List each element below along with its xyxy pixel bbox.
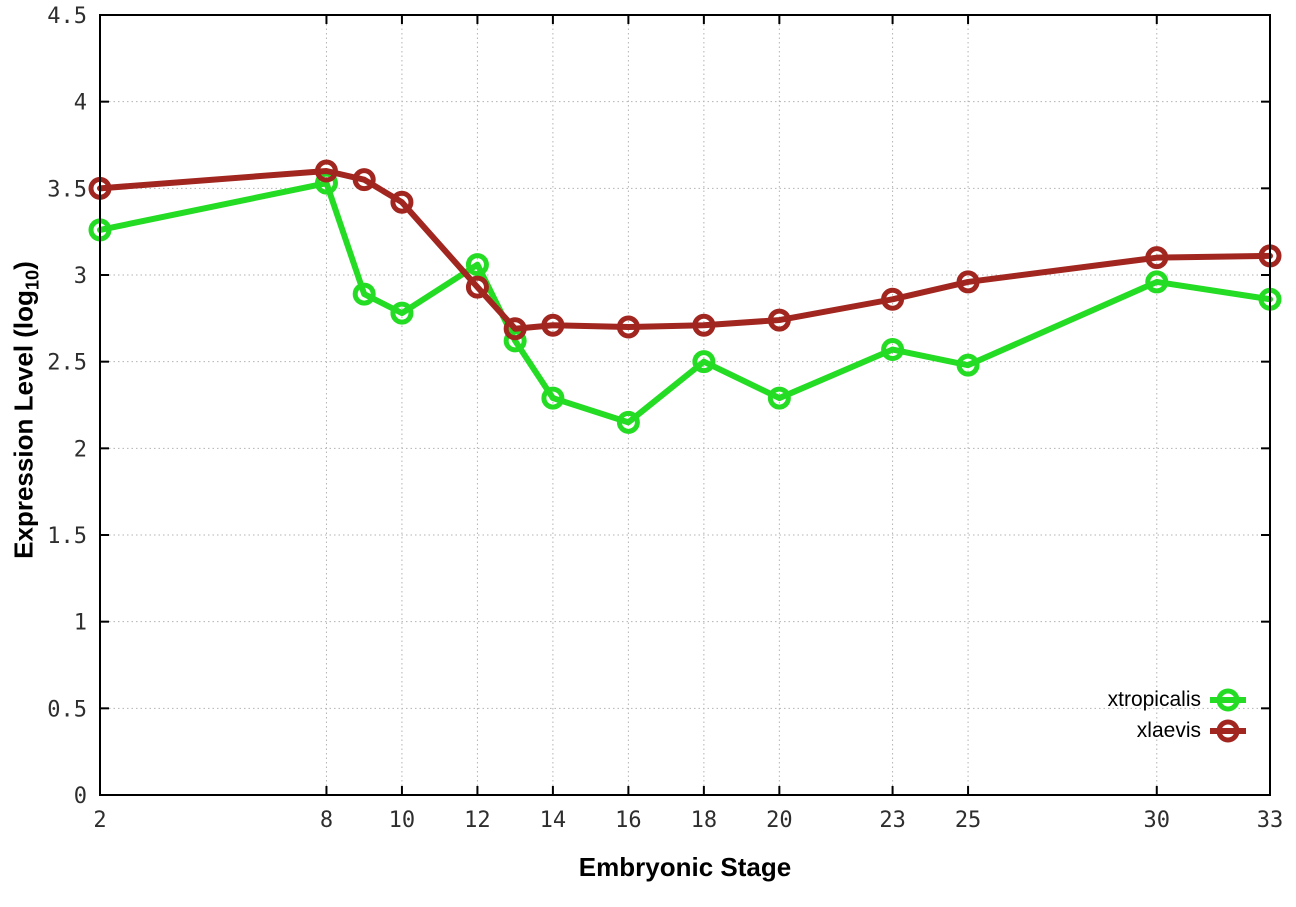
gridlines <box>99 14 1271 796</box>
open-circle-marker-icon <box>1216 719 1240 742</box>
x-tick-label: 12 <box>464 808 491 833</box>
x-tick-label: 16 <box>615 808 642 833</box>
x-tick-label: 10 <box>389 808 416 833</box>
x-tick-label: 23 <box>879 808 906 833</box>
y-tick-label: 1.5 <box>47 524 87 549</box>
y-tick-label: 3 <box>74 264 87 289</box>
data-point-marker <box>692 313 716 337</box>
data-point-marker <box>541 313 565 337</box>
y-tick-label: 4 <box>74 91 87 116</box>
data-point-marker <box>352 168 376 192</box>
series-line-xtropicalis <box>97 180 1273 426</box>
y-tick-label: 2 <box>74 437 87 462</box>
x-tick-label: 14 <box>540 808 567 833</box>
data-point-marker <box>616 315 640 339</box>
x-tick-label: 8 <box>320 808 333 833</box>
open-circle-marker-icon <box>1216 688 1240 711</box>
data-point-marker <box>1145 246 1169 270</box>
data-point-marker <box>352 282 376 306</box>
y-axis-title-close: ) <box>8 261 39 270</box>
legend-item-xlaevis: xlaevis <box>1137 715 1246 746</box>
data-point-marker <box>616 410 640 434</box>
x-tick-label: 2 <box>93 808 106 833</box>
x-tick-label: 25 <box>955 808 982 833</box>
x-tick-label: 20 <box>766 808 793 833</box>
legend: xtropicalis xlaevis <box>1108 684 1246 746</box>
y-tick-label: 4.5 <box>47 4 87 29</box>
x-tick-label: 18 <box>691 808 718 833</box>
legend-marker-xlaevis <box>1210 719 1246 743</box>
data-point-marker <box>767 386 791 410</box>
plot-border <box>99 14 1271 796</box>
y-tick-label: 1 <box>74 611 87 636</box>
data-point-marker <box>314 171 338 195</box>
legend-marker-xtropicalis <box>1210 688 1246 712</box>
data-point-marker <box>881 287 905 311</box>
data-point-marker <box>465 253 489 277</box>
data-point-marker <box>956 353 980 377</box>
y-tick-label: 2.5 <box>47 351 87 376</box>
x-axis-title: Embryonic Stage <box>578 852 792 882</box>
axis-ticks <box>99 14 1271 796</box>
data-point-marker <box>314 159 338 183</box>
x-tick-label: 30 <box>1144 808 1171 833</box>
data-point-marker <box>465 275 489 299</box>
data-point-marker <box>881 338 905 362</box>
data-point-marker <box>503 317 527 341</box>
data-point-marker <box>541 386 565 410</box>
tick-labels: 2 8 10 12 14 16 18 20 23 25 30 33 0 0.5 1 1.5 2 2.5 3 3.5 4 4… <box>47 4 1283 833</box>
y-tick-label: 0 <box>74 784 87 809</box>
legend-label-xtropicalis: xtropicalis <box>1107 688 1201 711</box>
data-point-marker <box>1145 270 1169 294</box>
y-axis-title: Expression Level (log10) <box>8 261 43 559</box>
y-axis-title-text: Expression Level (log <box>8 290 39 559</box>
data-point-marker <box>767 308 791 332</box>
x-tick-label: 33 <box>1257 808 1284 833</box>
legend-label-xlaevis: xlaevis <box>1136 719 1201 742</box>
data-point-marker <box>692 350 716 374</box>
legend-item-xtropicalis: xtropicalis <box>1108 684 1246 715</box>
data-point-marker <box>390 190 414 214</box>
y-tick-label: 0.5 <box>47 697 87 722</box>
y-tick-label: 3.5 <box>47 177 87 202</box>
series-xtropicalis <box>88 171 1282 434</box>
data-point-marker <box>503 329 527 353</box>
series-xlaevis <box>88 159 1282 341</box>
data-point-marker <box>956 270 980 294</box>
data-point-marker <box>390 301 414 325</box>
y-axis-title-subscript: 10 <box>22 269 43 291</box>
